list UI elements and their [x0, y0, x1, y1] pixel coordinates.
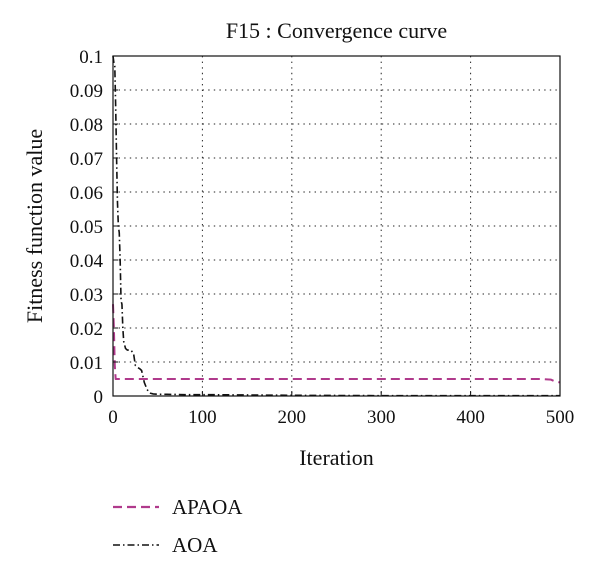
series-line-apaoa — [112, 304, 561, 384]
x-tick-label: 300 — [367, 407, 396, 428]
legend-label-aoa: AOA — [172, 533, 218, 557]
legend-label-apaoa: APAOA — [172, 495, 243, 519]
y-tick-label: 0 — [94, 387, 104, 408]
x-tick-label: 0 — [108, 407, 118, 428]
y-tick-label: 0.08 — [70, 115, 103, 136]
grid-lines — [113, 56, 560, 396]
axis-ticks: 0 100 200 300 400 500 0 0.01 0.02 0.03 0.04 0.05 0.0… — [70, 47, 575, 428]
y-tick-label: 0.07 — [70, 149, 103, 170]
y-tick-label: 0.02 — [70, 319, 103, 340]
series-line-aoa — [112, 55, 560, 397]
y-tick-label: 0.1 — [79, 47, 103, 68]
x-tick-label: 100 — [188, 407, 217, 428]
legend: APAOA AOA — [113, 495, 243, 557]
y-tick-label: 0.09 — [70, 81, 103, 102]
data-series — [112, 55, 561, 397]
x-tick-label: 200 — [278, 407, 307, 428]
y-tick-label: 0.06 — [70, 183, 103, 204]
y-axis-title: Fitness function value — [22, 129, 47, 323]
x-tick-label: 500 — [546, 407, 575, 428]
y-tick-label: 0.05 — [70, 217, 103, 238]
x-tick-label: 400 — [456, 407, 485, 428]
y-tick-label: 0.01 — [70, 353, 103, 374]
chart-title: F15 : Convergence curve — [226, 18, 447, 43]
y-tick-label: 0.03 — [70, 285, 103, 306]
x-axis-title: Iteration — [299, 445, 374, 470]
y-tick-label: 0.04 — [70, 251, 104, 272]
plot-frame — [112, 55, 561, 397]
